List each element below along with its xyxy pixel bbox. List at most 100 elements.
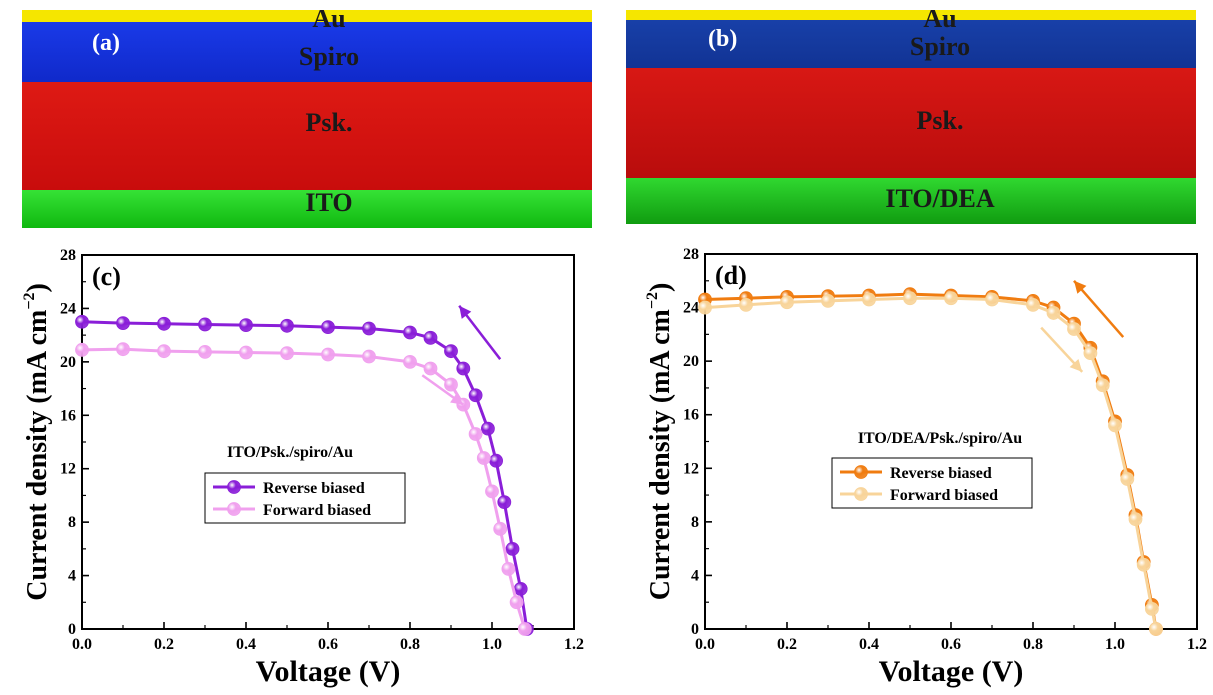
psk-label: Psk. xyxy=(305,108,353,137)
data-point xyxy=(505,541,520,556)
y-tick-label: 8 xyxy=(68,514,76,531)
data-point xyxy=(1136,557,1151,572)
y-tick-label: 28 xyxy=(60,247,76,264)
data-point xyxy=(821,293,835,308)
scan-direction-arrow-0 xyxy=(1073,279,1125,338)
scan-direction-arrowhead-0 xyxy=(1074,280,1087,294)
cross-section-panel-b: (b) Au Spiro Psk. ITO/DEA xyxy=(626,10,1196,224)
data-point xyxy=(509,595,524,610)
y-tick-label: 12 xyxy=(683,460,699,477)
spiro-label: Spiro xyxy=(298,42,360,71)
y-axis-label-main: Current density (mA cm xyxy=(645,309,676,600)
substrate-label: ITO/DEA xyxy=(885,184,995,213)
x-tick-label: 0.0 xyxy=(695,636,715,653)
legend-marker-0 xyxy=(227,480,241,494)
data-point xyxy=(1095,378,1110,393)
data-point xyxy=(403,325,417,340)
data-point xyxy=(362,321,376,336)
data-point xyxy=(517,622,532,636)
panel-label-b: (b) xyxy=(708,26,738,52)
data-point xyxy=(403,354,417,369)
panel-label: (c) xyxy=(92,262,121,291)
scan-direction-arrowhead-1 xyxy=(450,392,464,405)
chart-title: ITO/Psk./spiro/Au xyxy=(227,444,353,461)
data-point xyxy=(456,361,471,376)
x-tick-label: 0.6 xyxy=(941,636,961,653)
y-tick-label: 12 xyxy=(60,461,76,478)
data-point xyxy=(280,346,294,361)
y-axis-label-superscript: −2 xyxy=(644,292,661,309)
x-tick-label: 1.2 xyxy=(1187,636,1207,653)
y-axis-label: Current density (mA cm−2) xyxy=(21,283,53,601)
x-tick-label: 0.0 xyxy=(72,636,92,653)
data-point xyxy=(862,292,876,307)
y-tick-label: 24 xyxy=(60,300,76,317)
jv-chart-c: 0.0 0.2 0.4 0.6 0.8 1.0 1.2 0 4 8 12 16 20 24 28 Voltag… xyxy=(21,247,584,688)
y-axis-label-close: ) xyxy=(645,283,676,292)
data-point xyxy=(75,342,89,357)
panel-label-a: (a) xyxy=(92,30,120,56)
data-point xyxy=(468,427,483,441)
x-tick-label: 0.2 xyxy=(154,636,174,653)
y-axis-label-close: ) xyxy=(22,283,53,292)
data-point xyxy=(1149,622,1163,636)
data-point xyxy=(75,314,89,329)
y-tick-label: 24 xyxy=(683,300,699,317)
x-tick-label: 0.6 xyxy=(318,636,338,653)
legend-label-1: Forward biased xyxy=(263,502,371,519)
legend-label-0: Reverse biased xyxy=(890,465,992,482)
y-tick-label: 4 xyxy=(691,567,699,584)
data-point xyxy=(698,300,712,315)
legend-label-1: Forward biased xyxy=(890,487,998,504)
scan-direction-arrowhead-1 xyxy=(1069,358,1083,372)
perovskite-layer xyxy=(626,68,1196,180)
x-tick-label: 0.2 xyxy=(777,636,797,653)
data-point xyxy=(116,342,130,357)
data-point xyxy=(1083,346,1098,361)
y-tick-label: 0 xyxy=(68,621,76,638)
ito-layer xyxy=(626,178,1196,224)
y-tick-label: 16 xyxy=(60,407,76,424)
data-point xyxy=(362,349,376,364)
y-tick-label: 20 xyxy=(683,353,699,370)
y-tick-label: 0 xyxy=(691,621,699,638)
y-tick-label: 16 xyxy=(683,407,699,424)
data-point xyxy=(444,344,458,359)
x-tick-label: 0.4 xyxy=(236,636,256,653)
data-point xyxy=(497,495,512,510)
data-point xyxy=(903,291,917,306)
data-point xyxy=(1120,472,1135,486)
chart-title: ITO/DEA/Psk./spiro/Au xyxy=(858,430,1022,447)
data-point xyxy=(1046,306,1061,320)
ito-layer xyxy=(22,190,592,228)
data-point xyxy=(280,318,294,333)
data-point xyxy=(944,291,958,306)
data-point xyxy=(239,345,253,360)
data-point xyxy=(157,316,171,331)
data-point xyxy=(239,318,253,333)
data-point xyxy=(198,317,212,332)
legend-box xyxy=(831,457,1033,509)
data-point xyxy=(489,453,504,468)
spiro-layer xyxy=(22,22,592,86)
legend-marker-1 xyxy=(227,502,241,516)
data-point xyxy=(1128,512,1143,527)
legend-label-0: Reverse biased xyxy=(263,480,365,497)
substrate-label: ITO xyxy=(305,188,353,217)
cross-section-panel-a: (a) Au Spiro Psk. ITO xyxy=(22,10,592,228)
psk-label: Psk. xyxy=(916,106,964,135)
data-point xyxy=(1067,322,1081,336)
data-point xyxy=(157,344,171,359)
data-point xyxy=(1026,297,1040,312)
data-point xyxy=(116,316,130,331)
au-label: Au xyxy=(312,10,346,33)
data-point xyxy=(423,330,438,345)
data-point xyxy=(321,320,335,335)
legend-marker-1 xyxy=(854,487,868,501)
x-tick-label: 1.0 xyxy=(1105,636,1125,653)
data-point xyxy=(480,421,495,436)
data-point xyxy=(493,521,508,536)
panel-label: (d) xyxy=(715,261,747,290)
perovskite-layer xyxy=(22,82,592,192)
y-axis-label: Current density (mA cm−2) xyxy=(644,283,676,601)
